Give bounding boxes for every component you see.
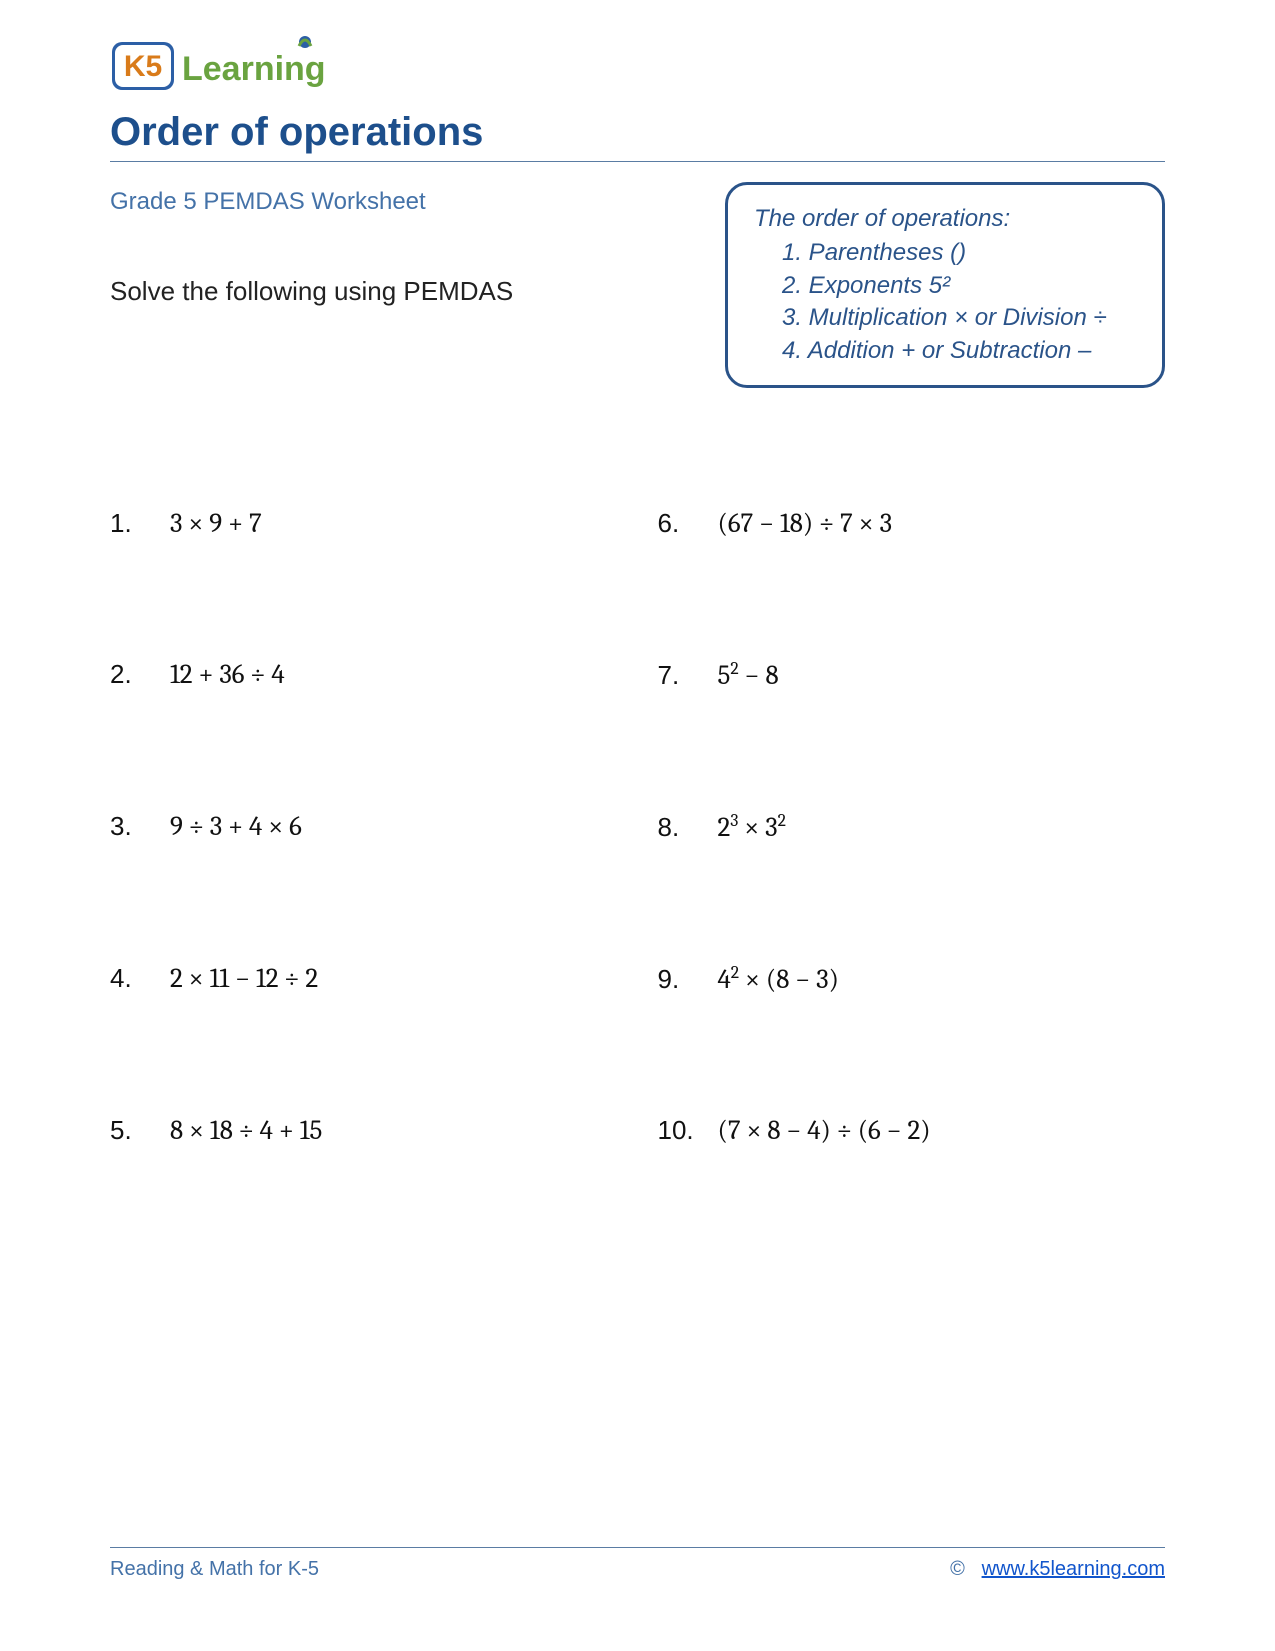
footer-right: © www.k5learning.com [950, 1558, 1165, 1581]
rules-item: 4. Addition + or Subtraction – [782, 335, 1136, 367]
rules-item: 3. Multiplication × or Division ÷ [782, 302, 1136, 334]
problem-number: 9. [658, 964, 718, 995]
problem-8: 8. 23 × 32 [658, 811, 1166, 843]
footer-divider [110, 1547, 1165, 1548]
footer-row: Reading & Math for K-5 © www.k5learning.… [110, 1558, 1165, 1581]
problem-number: 8. [658, 812, 718, 843]
rules-heading: The order of operations: [754, 203, 1136, 235]
header-left: Grade 5 PEMDAS Worksheet Solve the follo… [110, 176, 685, 307]
problem-expression: (7 × 8 − 4) ÷ (6 − 2) [718, 1115, 931, 1146]
problem-expression: 52 − 8 [718, 659, 779, 691]
header-row: Grade 5 PEMDAS Worksheet Solve the follo… [110, 176, 1165, 388]
problem-expression: (67 − 18) ÷ 7 × 3 [718, 508, 893, 539]
problem-expression: 3 × 9 + 7 [170, 508, 262, 539]
rules-item: 1. Parentheses () [782, 237, 1136, 269]
page-footer: Reading & Math for K-5 © www.k5learning.… [110, 1539, 1165, 1581]
problem-number: 10. [658, 1115, 718, 1146]
page-title: Order of operations [110, 110, 1165, 155]
problem-expression: 23 × 32 [718, 811, 786, 843]
problem-7: 7. 52 − 8 [658, 659, 1166, 691]
problem-9: 9. 42 × (8 − 3) [658, 963, 1166, 995]
footer-left-text: Reading & Math for K-5 [110, 1558, 319, 1581]
problem-2: 2. 12 + 36 ÷ 4 [110, 659, 618, 691]
problem-10: 10. (7 × 8 − 4) ÷ (6 − 2) [658, 1115, 1166, 1146]
problem-5: 5. 8 × 18 ÷ 4 + 15 [110, 1115, 618, 1146]
problem-number: 4. [110, 963, 170, 994]
problems-grid: 1. 3 × 9 + 7 6. (67 − 18) ÷ 7 × 3 2. 12 … [110, 508, 1165, 1146]
title-divider [110, 161, 1165, 162]
instruction-text: Solve the following using PEMDAS [110, 276, 685, 307]
brand-logo: K5 Learning [110, 30, 1165, 100]
problem-number: 5. [110, 1115, 170, 1146]
problem-4: 4. 2 × 11 − 12 ÷ 2 [110, 963, 618, 995]
copyright-symbol: © [950, 1558, 965, 1580]
problem-1: 1. 3 × 9 + 7 [110, 508, 618, 539]
worksheet-page: K5 Learning Order of operations Grade 5 … [0, 0, 1275, 1651]
problem-expression: 8 × 18 ÷ 4 + 15 [170, 1115, 322, 1146]
problem-expression: 42 × (8 − 3) [718, 963, 839, 995]
rules-list: 1. Parentheses () 2. Exponents 5² 3. Mul… [754, 237, 1136, 367]
problem-expression: 12 + 36 ÷ 4 [170, 659, 285, 690]
rules-item: 2. Exponents 5² [782, 270, 1136, 302]
problem-6: 6. (67 − 18) ÷ 7 × 3 [658, 508, 1166, 539]
problem-number: 3. [110, 811, 170, 842]
problem-number: 2. [110, 659, 170, 690]
problem-3: 3. 9 ÷ 3 + 4 × 6 [110, 811, 618, 843]
problem-expression: 2 × 11 − 12 ÷ 2 [170, 963, 318, 994]
problem-number: 7. [658, 660, 718, 691]
worksheet-subtitle: Grade 5 PEMDAS Worksheet [110, 188, 685, 216]
footer-link[interactable]: www.k5learning.com [982, 1558, 1165, 1580]
problem-expression: 9 ÷ 3 + 4 × 6 [170, 811, 302, 842]
problem-number: 6. [658, 508, 718, 539]
svg-text:Learning: Learning [182, 50, 326, 88]
svg-text:K5: K5 [124, 50, 162, 83]
rules-box: The order of operations: 1. Parentheses … [725, 182, 1165, 388]
problem-number: 1. [110, 508, 170, 539]
